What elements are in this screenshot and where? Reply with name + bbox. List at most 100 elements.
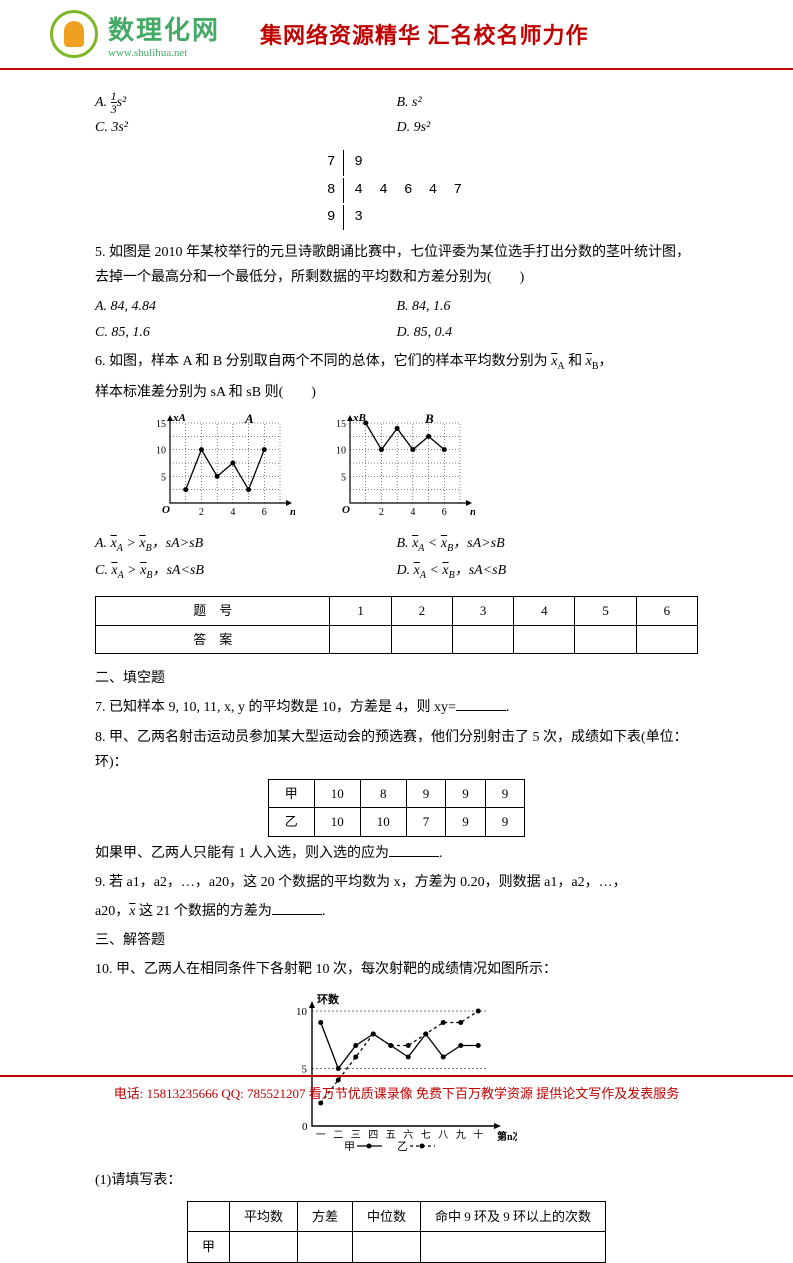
cell: 10 [314, 779, 360, 807]
q8-score-table: 甲 10 8 9 9 9 乙 10 10 7 9 9 [268, 779, 526, 837]
table-row: 甲 10 8 9 9 9 [268, 779, 525, 807]
chart-a: 15105246OnxAA [145, 413, 295, 523]
answer-table: 题 号 1 2 3 4 5 6 答 案 [95, 596, 698, 654]
stem-cell: 9 [319, 205, 344, 230]
section3-heading: 三、解答题 [95, 928, 698, 953]
q8-text: 8. 甲、乙两名射击运动员参加某大型运动会的预选赛，他们分别射击了 5 次，成绩… [95, 725, 698, 775]
svg-text:6: 6 [262, 507, 267, 518]
cell: 方差 [297, 1201, 352, 1231]
footer-tel-label: 电话: [114, 1086, 147, 1101]
ans-c: 4 [514, 597, 575, 625]
page-footer: 电话: 15813235666 QQ: 785521207 看万节优质课录像 免… [0, 1075, 793, 1102]
svg-text:2: 2 [199, 507, 204, 518]
cell: 10 [314, 808, 360, 836]
ans-blank [636, 625, 697, 653]
svg-text:O: O [162, 504, 170, 516]
chart-b-svg: 15105246OnxBB [325, 413, 475, 523]
svg-text:八: 八 [438, 1130, 448, 1141]
q6b-op: < [424, 536, 440, 551]
q6-options-row2: C. xA > xB，sA<sB D. xA < xB，sA<sB [95, 558, 698, 585]
svg-text:xA: xA [172, 413, 186, 424]
blank-field [272, 914, 322, 915]
leaf-cell: 4 4 6 4 7 [346, 178, 474, 203]
sub-a: A [557, 361, 564, 372]
svg-text:五: 五 [385, 1130, 395, 1141]
leaf-cell: 9 [346, 150, 474, 175]
svg-text:甲: 甲 [344, 1141, 355, 1151]
cell: 9 [446, 779, 486, 807]
table-row: 乙 10 10 7 9 9 [268, 808, 525, 836]
svg-text:0: 0 [302, 1121, 308, 1133]
q4-option-a-suffix: s² [117, 95, 127, 110]
page-header: 数理化网 www.shulihua.net 集网络资源精华 汇名校名师力作 [0, 0, 793, 70]
q6a-pre: A. [95, 536, 111, 551]
q5-option-d: D. 85, 0.4 [397, 320, 453, 345]
q6-option-c: C. xA > xB，sA<sB [95, 558, 397, 585]
svg-text:10: 10 [156, 445, 166, 456]
cell: 10 [360, 808, 406, 836]
cell: 乙 [268, 808, 314, 836]
leaf-cell: 3 [346, 205, 474, 230]
cell: 9 [406, 779, 446, 807]
svg-text:第n次: 第n次 [497, 1130, 517, 1143]
section2-heading: 二、填空题 [95, 666, 698, 691]
ans-blank [452, 625, 513, 653]
q7-text: 7. 已知样本 9, 10, 11, x, y 的平均数是 10，方差是 4，则… [95, 695, 698, 720]
cell: 中位数 [353, 1201, 421, 1231]
svg-text:5: 5 [161, 472, 166, 483]
q7-prefix: 7. 已知样本 9, 10, 11, x, y 的平均数是 10，方差是 4，则… [95, 700, 456, 715]
q6-option-d: D. xA < xB，sA<sB [397, 558, 507, 585]
cell-blank [229, 1232, 297, 1262]
svg-text:十: 十 [473, 1128, 483, 1141]
svg-text:6: 6 [442, 507, 447, 518]
q4-options-row2: C. 3s² D. 9s² [95, 115, 698, 140]
svg-text:环数: 环数 [317, 992, 340, 1006]
svg-text:10: 10 [336, 445, 346, 456]
footer-qq: 785521207 [247, 1086, 306, 1101]
table-row: 题 号 1 2 3 4 5 6 [96, 597, 698, 625]
q6-and: 和 [568, 354, 582, 369]
q6c-post: ，sA<sB [152, 563, 203, 578]
table-row: 答 案 [96, 625, 698, 653]
stem-cell: 7 [319, 150, 344, 175]
q6c-op: > [124, 563, 140, 578]
table-row: 平均数 方差 中位数 命中 9 环及 9 环以上的次数 [187, 1201, 605, 1231]
svg-text:4: 4 [410, 507, 415, 518]
shooting-chart-svg: 1050环数一二三四五六七八九十第n次甲乙 [277, 991, 517, 1151]
q5-option-a: A. 84, 4.84 [95, 294, 397, 319]
ans-blank [330, 625, 391, 653]
ans-blank [391, 625, 452, 653]
q6-charts: 15105246OnxAA 15105246OnxBB [145, 413, 698, 523]
footer-qq-label: QQ: [218, 1086, 247, 1101]
svg-text:三: 三 [350, 1130, 360, 1141]
q6b-post: ，sA>sB [453, 536, 504, 551]
svg-text:二: 二 [333, 1130, 343, 1141]
q9-l2b: 这 21 个数据的方差为 [135, 904, 272, 919]
cell-blank [421, 1232, 606, 1262]
q4-option-a-prefix: A. [95, 95, 111, 110]
q4-option-a-container: A. 13s² [95, 90, 397, 115]
q4-options-row1: A. 13s² B. s² [95, 90, 698, 115]
ans-th: 题 号 [96, 597, 330, 625]
ans-c: 5 [575, 597, 636, 625]
svg-text:九: 九 [455, 1129, 465, 1141]
cell-blank [353, 1232, 421, 1262]
svg-text:A: A [244, 413, 254, 426]
q6-option-a: A. xA > xB，sA>sB [95, 531, 397, 558]
svg-text:15: 15 [156, 419, 166, 430]
q5-option-c: C. 85, 1.6 [95, 320, 397, 345]
footer-tel: 15813235666 [147, 1086, 219, 1101]
ans-c: 6 [636, 597, 697, 625]
q8-post-text: 如果甲、乙两人只能有 1 人入选，则入选的应为 [95, 846, 389, 861]
cell: 9 [446, 808, 486, 836]
footer-text: 看万节优质课录像 免费下百万教学资源 提供论文写作及发表服务 [306, 1086, 680, 1101]
q6-text-line2: 样本标准差分别为 sA 和 sB 则( ) [95, 380, 698, 405]
cell: 甲 [187, 1232, 229, 1262]
cell: 9 [485, 779, 525, 807]
logo-icon [50, 10, 98, 58]
svg-text:六: 六 [403, 1129, 413, 1141]
cell-blank [297, 1232, 352, 1262]
cell: 命中 9 环及 9 环以上的次数 [421, 1201, 606, 1231]
svg-text:2: 2 [379, 507, 384, 518]
q6a-op: > [123, 536, 139, 551]
